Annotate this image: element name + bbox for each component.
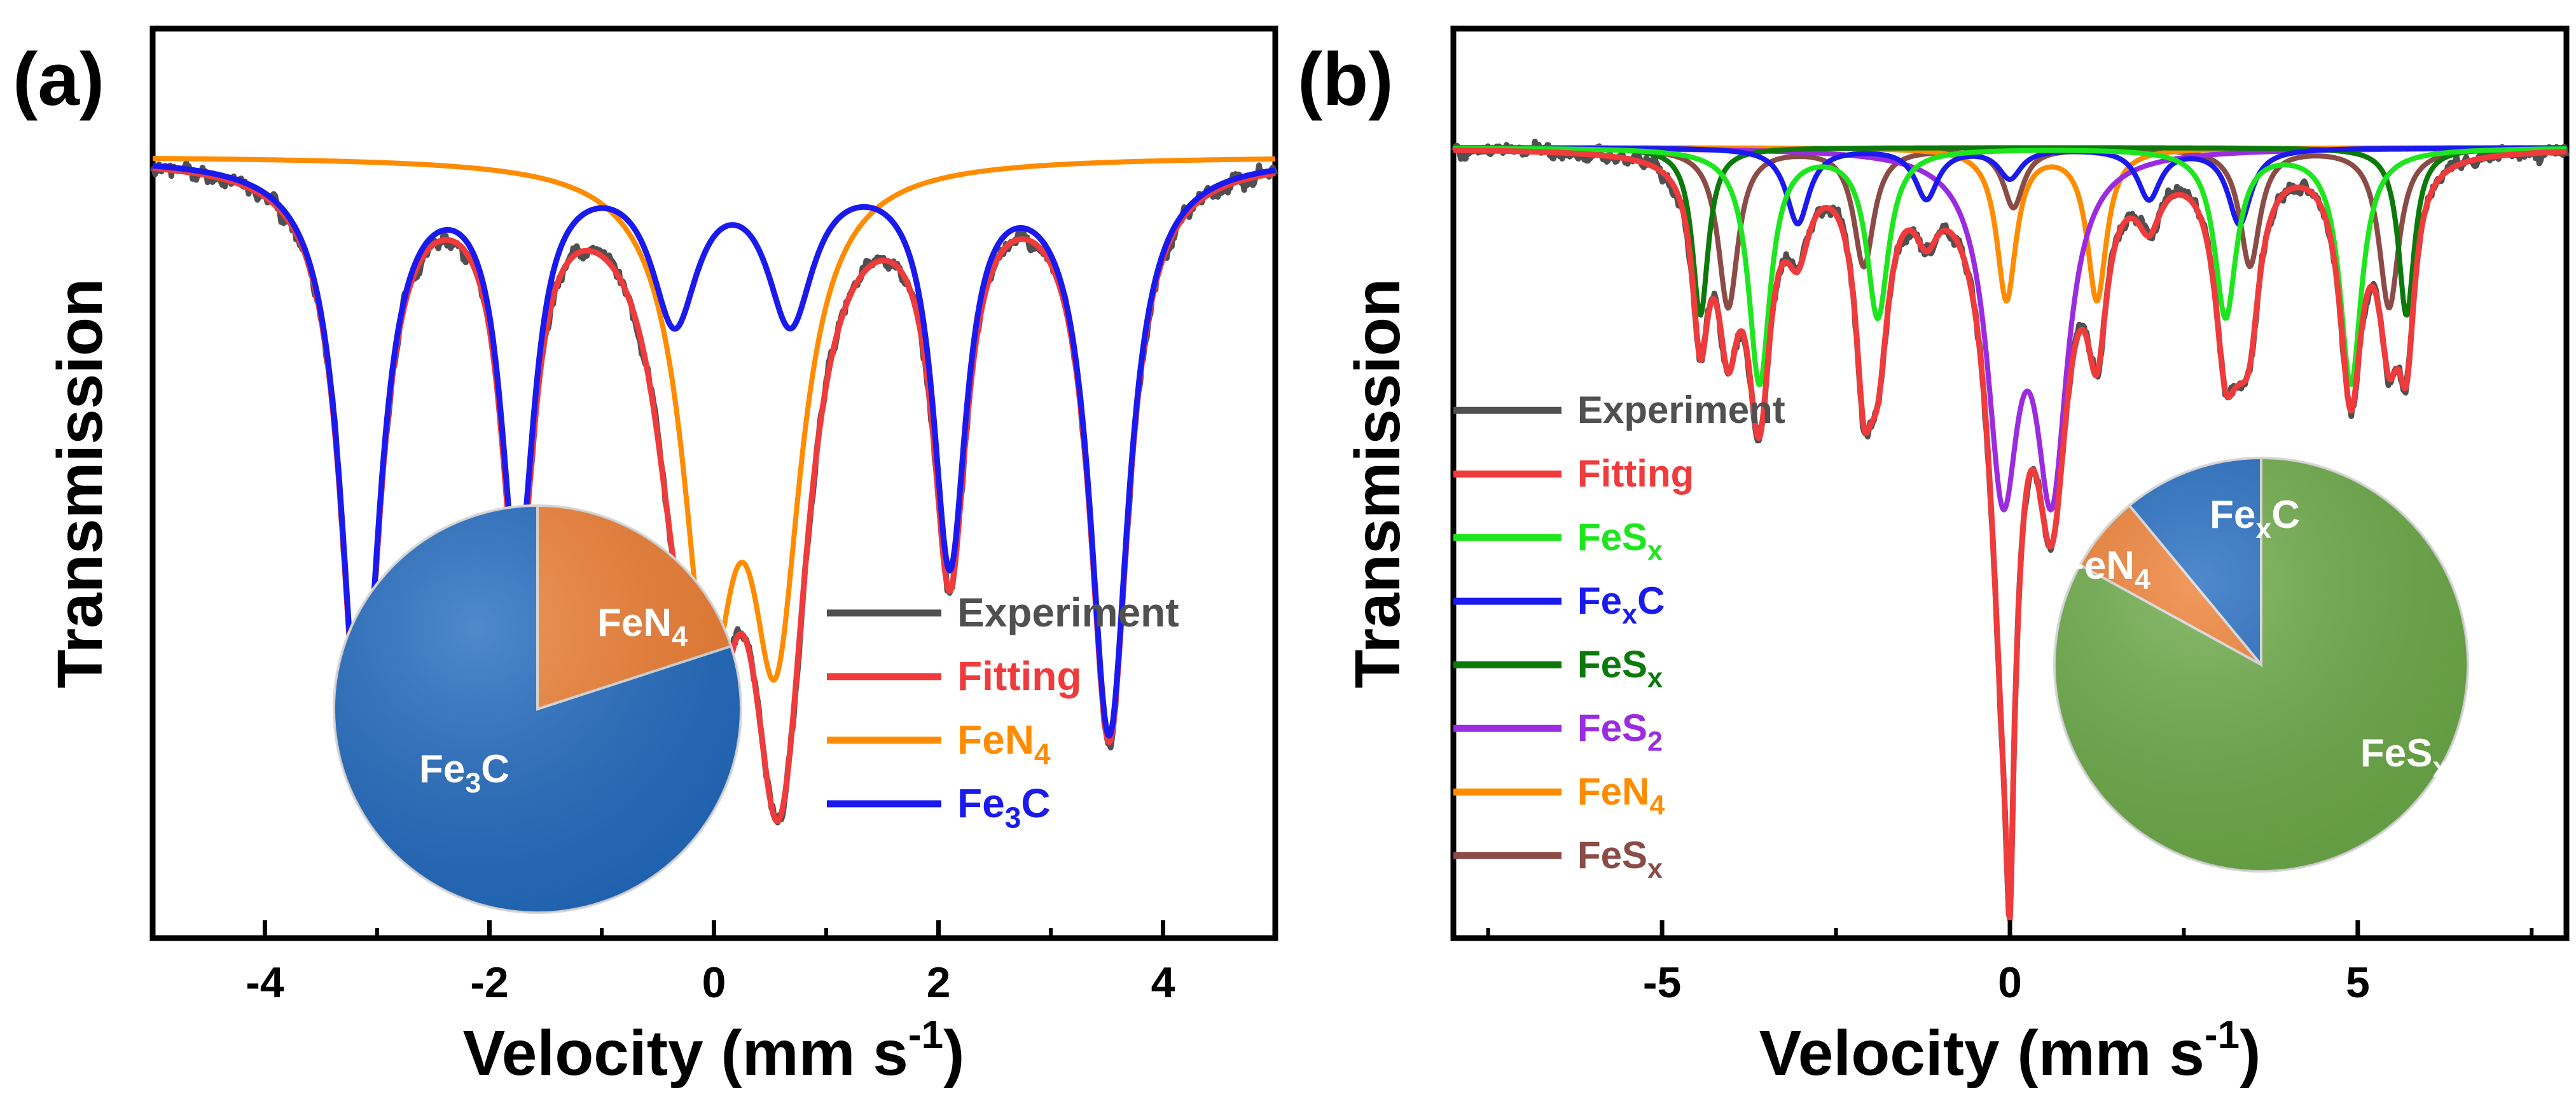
pie-label-fesx: FeSx xyxy=(2360,731,2449,783)
legend-entry-fes2: FeS2 xyxy=(1577,707,1663,757)
legend-entry-fesx-dark-green-: FeSx xyxy=(1577,643,1663,694)
pie-label-fen4: FeN4 xyxy=(2060,544,2150,595)
legend-entry-experiment: Experiment xyxy=(957,590,1179,635)
legend-entry-fitting: Fitting xyxy=(957,653,1081,699)
x-tick-label: -2 xyxy=(470,958,508,1007)
legend-entry-fexc: FexC xyxy=(1577,579,1665,630)
x-axis-label: Velocity (mm s-1) xyxy=(1759,1013,2261,1089)
series-line-fe3c-top xyxy=(151,163,1277,739)
legend: Experiment Fitting FeSx FexC FeSx FeS2 FeN4 FeS… xyxy=(1453,389,1785,885)
legend-entry-experiment: Experiment xyxy=(1577,389,1785,431)
series-line-fexc xyxy=(1451,145,2568,227)
x-tick-label: 4 xyxy=(1151,958,1175,1007)
composition-pie: FeN4 Fe3C xyxy=(332,504,742,914)
x-tick-label: -4 xyxy=(246,958,284,1007)
panel-label: (a) xyxy=(13,38,104,121)
panel-a: -4 -2 0 2 4 Velocity (mm s-1) Transmission (a) E… xyxy=(13,25,1278,1089)
y-axis-label: Transmission xyxy=(45,279,116,689)
panel-label: (b) xyxy=(1298,38,1394,121)
pie-label-fen4: FeN4 xyxy=(597,601,688,653)
legend-entry-fesx-brown-: FeSx xyxy=(1577,834,1663,885)
x-axis-label: Velocity (mm s-1) xyxy=(463,1013,965,1089)
x-tick-label: -5 xyxy=(1643,958,1681,1007)
y-axis-label: Transmission xyxy=(1342,279,1413,689)
x-tick-label: 0 xyxy=(1998,958,2022,1007)
legend-entry-fe3c: Fe3C xyxy=(957,780,1051,834)
composition-pie: FeSx FeN4 FexC xyxy=(2053,456,2469,873)
pie-shading xyxy=(334,506,741,913)
pie-label-fe3c: Fe3C xyxy=(419,747,509,799)
series-line-fesx-light-green- xyxy=(1451,146,2568,387)
x-tick-label: 0 xyxy=(702,958,726,1007)
legend-entry-fen4: FeN4 xyxy=(1577,770,1665,821)
x-tick-label: 2 xyxy=(927,958,951,1007)
legend-entry-fesx-light-green-: FeSx xyxy=(1577,516,1663,567)
panel-b: -5 0 5 Velocity (mm s-1) Transmission (b) Expe… xyxy=(1298,25,2570,1089)
legend-entry-fen4: FeN4 xyxy=(957,717,1051,771)
legend-entry-fitting: Fitting xyxy=(1577,452,1694,495)
pie-shading xyxy=(2054,458,2468,871)
pie-label-fexc: FexC xyxy=(2210,493,2300,544)
x-tick-label: 5 xyxy=(2346,958,2370,1007)
legend: Experiment Fitting FeN4 Fe3C xyxy=(827,590,1179,834)
fitting-series-line xyxy=(1451,147,2568,923)
